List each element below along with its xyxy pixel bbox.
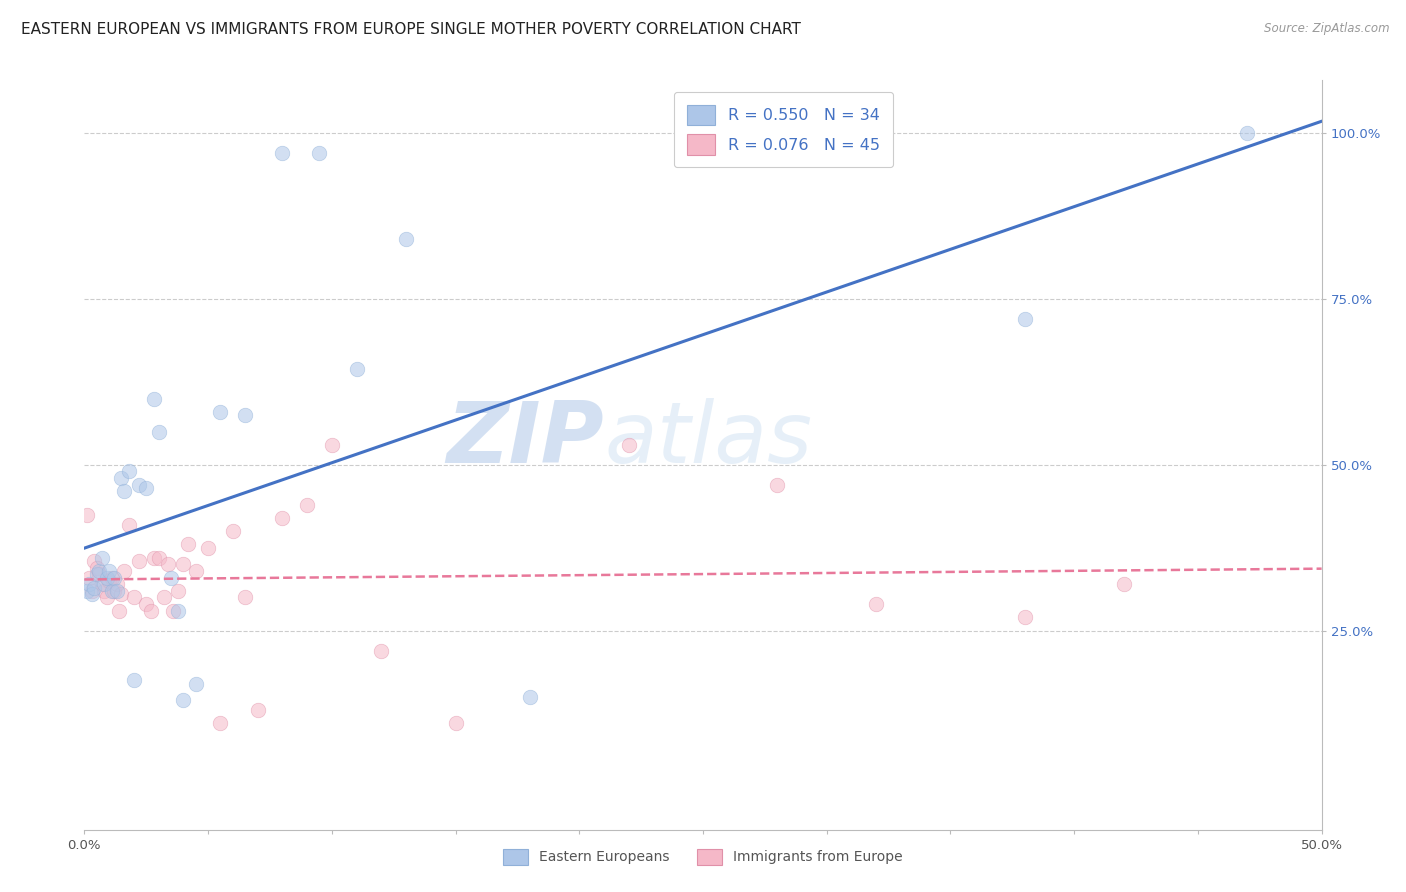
Point	[96, 571, 118, 585]
Point	[122, 673, 145, 688]
Text: EASTERN EUROPEAN VS IMMIGRANTS FROM EUROPE SINGLE MOTHER POVERTY CORRELATION CHA: EASTERN EUROPEAN VS IMMIGRANTS FROM EURO…	[21, 22, 801, 37]
Point	[79, 571, 101, 585]
Point	[118, 517, 141, 532]
Point	[370, 643, 392, 657]
Point	[865, 597, 887, 611]
Point	[112, 484, 135, 499]
Point	[246, 703, 269, 717]
Point	[128, 477, 150, 491]
Point	[172, 558, 194, 572]
Point	[271, 146, 294, 161]
Point	[1236, 126, 1258, 140]
Point	[766, 477, 789, 491]
Point	[184, 564, 207, 578]
Point	[76, 508, 98, 522]
Point	[118, 465, 141, 479]
Point	[617, 438, 640, 452]
Point	[110, 471, 132, 485]
Point	[1014, 610, 1036, 624]
Text: ZIP: ZIP	[446, 399, 605, 482]
Point	[105, 583, 128, 598]
Point	[271, 511, 294, 525]
Point	[122, 591, 145, 605]
Point	[80, 583, 103, 598]
Point	[135, 597, 157, 611]
Point	[98, 564, 121, 578]
Point	[148, 550, 170, 565]
Point	[233, 591, 256, 605]
Point	[76, 583, 98, 598]
Point	[233, 408, 256, 422]
Point	[1112, 577, 1135, 591]
Text: atlas: atlas	[605, 399, 813, 482]
Point	[100, 583, 122, 598]
Point	[141, 604, 163, 618]
Point	[308, 146, 330, 161]
Point	[86, 560, 108, 574]
Point	[346, 361, 368, 376]
Point	[157, 558, 180, 572]
Point	[93, 577, 115, 591]
Point	[105, 577, 128, 591]
Text: Source: ZipAtlas.com: Source: ZipAtlas.com	[1264, 22, 1389, 36]
Point	[295, 498, 318, 512]
Point	[108, 604, 131, 618]
Point	[103, 583, 125, 598]
Point	[321, 438, 343, 452]
Point	[112, 564, 135, 578]
Point	[89, 567, 111, 582]
Point	[89, 564, 111, 578]
Point	[167, 604, 190, 618]
Point	[93, 583, 115, 598]
Point	[444, 716, 467, 731]
Legend: Eastern Europeans, Immigrants from Europe: Eastern Europeans, Immigrants from Europ…	[496, 842, 910, 871]
Point	[184, 676, 207, 690]
Point	[83, 581, 105, 595]
Point	[172, 693, 194, 707]
Point	[80, 587, 103, 601]
Point	[152, 591, 174, 605]
Point	[142, 392, 165, 406]
Point	[90, 577, 112, 591]
Point	[209, 405, 232, 419]
Point	[98, 574, 121, 588]
Point	[519, 690, 541, 704]
Point	[103, 571, 125, 585]
Point	[177, 537, 200, 551]
Point	[167, 583, 190, 598]
Point	[160, 571, 183, 585]
Legend: R = 0.550   N = 34, R = 0.076   N = 45: R = 0.550 N = 34, R = 0.076 N = 45	[673, 92, 893, 168]
Point	[79, 577, 101, 591]
Point	[162, 604, 184, 618]
Point	[83, 554, 105, 568]
Point	[209, 716, 232, 731]
Point	[86, 567, 108, 582]
Point	[135, 481, 157, 495]
Point	[222, 524, 245, 538]
Point	[128, 554, 150, 568]
Point	[90, 550, 112, 565]
Point	[96, 591, 118, 605]
Point	[142, 550, 165, 565]
Point	[1014, 312, 1036, 326]
Point	[148, 425, 170, 439]
Point	[395, 232, 418, 246]
Point	[197, 541, 219, 555]
Point	[110, 587, 132, 601]
Point	[100, 571, 122, 585]
